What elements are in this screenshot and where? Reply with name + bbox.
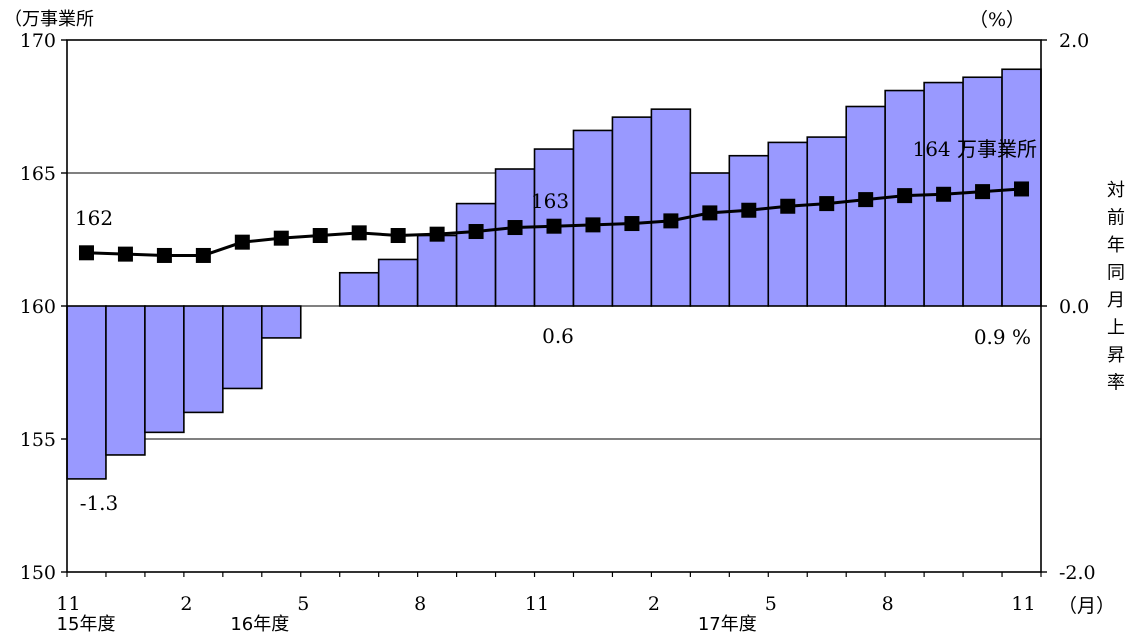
line-marker [819,196,835,212]
left-tick-label: 155 [20,429,56,451]
fiscal-year-label: 16年度 [230,614,289,635]
right-axis-label-char: 前 [1107,208,1125,229]
x-tick-label: 11 [525,593,549,615]
data-annotation: -1.3 [80,491,119,515]
line-marker [780,198,796,214]
line-marker [273,230,289,246]
left-tick-label: 160 [20,296,56,318]
right-axis-label-char: 対 [1107,180,1125,201]
axis-labels: 150 155 160 165 170 -2.0 0.0 2.0 （万事業所 （%） （月） 対前年同… [4,9,1125,635]
x-axis-unit: （月） [1058,595,1115,617]
bar [689,172,731,307]
bar [611,116,653,307]
right-axis-label-char: 年 [1107,235,1125,256]
bar [650,108,692,307]
x-tick-label: 8 [882,593,894,615]
line-marker [663,213,679,229]
line-marker [975,184,991,200]
line-marker [702,205,718,221]
bar [416,234,458,307]
bar [260,305,302,339]
right-tick-label: -2.0 [1059,562,1096,584]
right-axis-label-char: 率 [1107,373,1125,394]
line-marker [117,246,133,262]
line-marker [507,220,523,236]
right-axis-label-char: 月 [1107,290,1125,311]
right-axis-label-char: 昇 [1107,345,1125,366]
line-marker [156,247,172,263]
right-tick-label: 0.0 [1059,296,1089,318]
right-axis-label-char: 上 [1107,318,1125,339]
line-marker [585,217,601,233]
plot-frame [61,39,1047,577]
left-tick-label: 170 [20,30,56,52]
right-axis-unit: （%） [969,9,1025,31]
bar [222,305,263,390]
x-tick-label: 2 [180,593,192,615]
bar [494,168,536,307]
data-annotation: 0.6 [542,324,574,348]
data-annotation: 162 [75,206,113,230]
x-tick-label: 5 [297,593,309,615]
data-annotation: 163 [531,189,569,213]
bar [455,202,497,307]
line-marker [78,245,94,261]
left-tick-label: 165 [20,163,56,185]
x-tick-label: 8 [414,593,426,615]
line-marker [429,226,445,242]
left-tick-label: 150 [20,562,56,584]
x-tick-label: 11 [1011,593,1035,615]
x-tick-label: 2 [648,593,660,615]
line-marker [234,234,250,250]
bar [377,258,419,307]
data-annotation: 164 万事業所 [912,137,1037,161]
x-tick-label: 11 [56,593,80,615]
bar [767,141,809,307]
annotations: 162 163 164 万事業所 -1.3 0.6 0.9 % [75,137,1037,515]
bar [806,136,847,307]
line-marker [1014,181,1030,197]
line-marker [312,228,328,244]
bar [66,305,107,480]
line-marker [546,218,562,234]
bar [338,271,380,307]
right-tick-label: 2.0 [1059,30,1089,52]
fiscal-year-label: 17年度 [698,614,757,635]
line-series [78,181,1030,263]
line-marker [468,224,484,240]
line-marker [624,216,640,232]
x-tick-label: 5 [765,593,777,615]
line-marker [858,192,874,208]
line-marker [351,225,367,241]
bar [144,305,185,434]
line-marker [936,186,952,202]
fiscal-year-label: 15年度 [57,614,116,635]
right-axis-label-char: 同 [1107,263,1125,284]
data-annotation: 0.9 % [974,325,1031,349]
bar [728,154,770,307]
line-marker [897,188,913,204]
bar-series [66,68,1042,480]
bar [183,305,224,414]
bar [105,305,146,456]
line-marker [195,247,211,263]
line-marker [741,202,757,218]
left-axis-unit: （万事業所 [4,9,94,30]
line-marker [390,228,406,244]
